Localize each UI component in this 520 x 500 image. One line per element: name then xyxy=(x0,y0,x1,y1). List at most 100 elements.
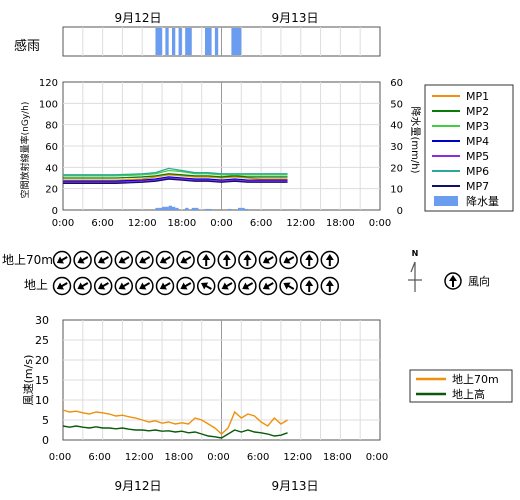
dose-rate-chart: 0 20 40 60 80 100 120 0 10 20 30 40 50 60 0:00 6:00 12:0… xyxy=(39,78,403,229)
rain-sense-label: 感雨 xyxy=(14,38,40,54)
legend-label-mp2: MP2 xyxy=(466,105,489,118)
precip-bar xyxy=(165,206,169,210)
legend-label-mp1: MP1 xyxy=(466,90,489,103)
wind-legend-box xyxy=(409,369,513,403)
wind-arrow-icon xyxy=(320,276,340,296)
wind-arrow-icon xyxy=(155,276,175,296)
wind-arrow-icon xyxy=(279,250,298,270)
precip-ytick-label: 60 xyxy=(390,78,403,89)
wind-arrow-icon xyxy=(258,250,278,270)
precip-bar xyxy=(171,206,176,210)
wind-arrow-icon xyxy=(320,250,340,270)
rain-sense-bar xyxy=(185,28,192,55)
dose-ytick-label: 120 xyxy=(39,78,58,89)
precip-bar xyxy=(191,207,196,210)
precip-bar xyxy=(244,208,248,210)
wind-y-axis-label: 風速(m/s) xyxy=(22,355,35,406)
north-compass-icon: N xyxy=(408,249,422,292)
wind-arrow-icon xyxy=(176,250,195,270)
precip-ytick-label: 0 xyxy=(397,206,403,217)
precip-bar xyxy=(185,207,189,210)
wind-legend-icon xyxy=(444,272,462,290)
wind-arrow-icon xyxy=(52,276,72,296)
wind-ytick-label: 25 xyxy=(35,334,49,347)
dose-xtick-label: 6:00 xyxy=(250,218,272,229)
wind-arrow-icon xyxy=(114,250,134,270)
wind-arrow-icon xyxy=(238,276,257,296)
wind-legend-label: 地上高 xyxy=(452,387,485,401)
precip-bar xyxy=(175,207,179,210)
legend-label-mp5: MP5 xyxy=(466,150,489,163)
rain-sense-bar xyxy=(231,28,242,55)
precip-bar xyxy=(241,207,245,210)
date-label-top-2: 9月13日 xyxy=(272,11,319,25)
north-label: N xyxy=(412,249,419,258)
wind-legend-label: 地上70m xyxy=(452,373,499,386)
wind-direction-arrows xyxy=(52,250,340,296)
wind-row-label-70m: 地上70m xyxy=(2,253,53,267)
dose-xtick-label: 12:00 xyxy=(286,218,315,229)
wind-arrow-icon xyxy=(217,276,237,296)
precip-ytick-label: 50 xyxy=(390,99,403,110)
dose-xtick-label: 18:00 xyxy=(326,218,355,229)
wind-arrow-icon xyxy=(196,250,216,270)
precip-bar xyxy=(195,207,199,210)
wind-arrow-icon xyxy=(176,276,195,296)
precip-bar xyxy=(158,207,163,210)
dose-line-mp1 xyxy=(63,174,288,181)
legend-label-mp4: MP4 xyxy=(466,135,489,148)
dose-ytick-label: 40 xyxy=(45,163,58,174)
date-label-bottom-2: 9月13日 xyxy=(272,479,319,493)
rain-sense-panel xyxy=(62,26,381,57)
precip-bar xyxy=(238,207,242,210)
dose-line-mp2 xyxy=(63,173,288,179)
wind-xtick-label: 6:00 xyxy=(88,452,110,463)
wind-arrow-icon xyxy=(73,250,92,270)
dose-xtick-label: 12:00 xyxy=(128,218,157,229)
wind-line-70m xyxy=(62,409,288,435)
dose-legend-box xyxy=(424,84,514,212)
dose-y-axis-label: 空間放射線量率(nGy/h) xyxy=(19,102,31,199)
precip-bar xyxy=(208,208,212,210)
dose-ytick-label: 20 xyxy=(45,185,58,196)
rain-sense-bar xyxy=(204,28,212,55)
rain-sense-bar xyxy=(155,28,163,55)
wind-ytick-label: 20 xyxy=(35,354,49,367)
wind-arrow-icon xyxy=(93,276,113,296)
precip-bar xyxy=(162,206,166,210)
dose-line-mp3 xyxy=(63,169,288,177)
rain-sense-bar xyxy=(171,28,176,55)
wind-ytick-label: 10 xyxy=(35,394,49,407)
wind-xtick-label: 12:00 xyxy=(125,452,154,463)
legend-label-mp7: MP7 xyxy=(466,180,489,193)
precip-ytick-label: 10 xyxy=(390,185,403,196)
precip-bar xyxy=(168,205,172,210)
wind-xtick-label: 0:00 xyxy=(366,452,388,463)
dose-line-mp7 xyxy=(63,178,288,184)
precip-bar xyxy=(155,207,159,210)
wind-xtick-label: 12:00 xyxy=(283,452,312,463)
wind-arrow-icon xyxy=(52,250,72,270)
precip-bar xyxy=(228,208,232,210)
legend-label-mp6: MP6 xyxy=(466,165,489,178)
dose-xtick-label: 0:00 xyxy=(52,218,74,229)
wind-line-ground xyxy=(62,425,288,439)
wind-xtick-label: 6:00 xyxy=(247,452,269,463)
wind-row-label-ground: 地上 xyxy=(24,278,48,292)
wind-arrow-icon xyxy=(258,276,278,296)
dose-ytick-label: 60 xyxy=(45,142,58,153)
dose-ytick-label: 80 xyxy=(45,121,58,132)
dose-line-mp5 xyxy=(63,177,288,183)
wind-arrow-icon xyxy=(299,276,319,296)
legend-swatch-precip xyxy=(434,196,458,206)
wind-xtick-label: 18:00 xyxy=(164,452,193,463)
rain-sense-bar xyxy=(178,28,182,55)
rain-sense-bar xyxy=(214,28,219,55)
legend-label-mp3: MP3 xyxy=(466,120,489,133)
wind-arrow-icon xyxy=(217,250,237,270)
wind-xtick-label: 18:00 xyxy=(323,452,352,463)
wind-ytick-label: 15 xyxy=(35,374,49,387)
wind-ytick-label: 5 xyxy=(42,414,49,427)
